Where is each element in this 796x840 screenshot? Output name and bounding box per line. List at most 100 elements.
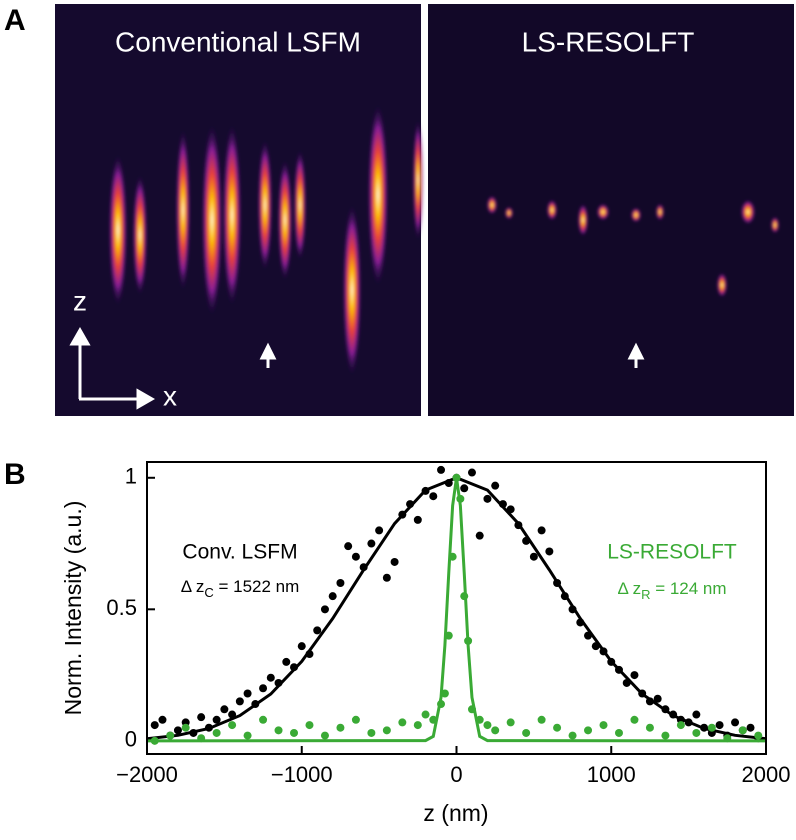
axis-arrows — [69, 326, 645, 410]
y-tick-label: 1 — [125, 464, 137, 489]
x-axis-title: z (nm) — [423, 800, 488, 826]
data-point — [506, 718, 515, 727]
data-point — [630, 715, 639, 724]
data-point — [413, 515, 422, 524]
data-point — [568, 731, 577, 740]
data-point — [491, 726, 500, 735]
fluorescence-spot — [771, 217, 779, 233]
data-point — [266, 673, 275, 682]
data-point — [336, 723, 345, 732]
fluorescence-streak — [133, 175, 147, 295]
fluorescence-streak — [176, 130, 190, 290]
fluorescence-streak — [202, 125, 222, 315]
data-point — [181, 723, 190, 732]
data-point — [274, 726, 283, 735]
fluorescence-spot — [717, 273, 727, 297]
data-point — [382, 573, 391, 582]
data-point — [290, 728, 299, 737]
panel-label: A — [4, 4, 26, 37]
data-point — [243, 731, 252, 740]
data-point — [197, 713, 206, 722]
fluorescence-spot — [741, 200, 755, 224]
image-right — [428, 4, 794, 416]
data-point — [212, 715, 221, 724]
image-title: Conventional LSFM — [115, 26, 361, 57]
data-point — [475, 531, 484, 540]
data-point — [344, 542, 353, 551]
data-point — [421, 710, 430, 719]
data-point — [320, 731, 329, 740]
annotation-part: Δ z — [617, 579, 641, 598]
data-point — [653, 694, 662, 703]
data-point — [313, 626, 322, 635]
data-point — [398, 718, 407, 727]
fluorescence-spot — [487, 196, 497, 214]
data-point — [599, 721, 608, 730]
series-label: LS-RESOLFT — [607, 541, 737, 564]
fluorescence-streak — [223, 125, 241, 305]
data-point — [320, 605, 329, 614]
data-point — [738, 726, 747, 735]
data-point — [715, 721, 724, 730]
fluorescence-spot — [505, 207, 513, 219]
data-point — [243, 689, 252, 698]
data-point — [166, 731, 175, 740]
annotation-part: = 1522 nm — [214, 577, 300, 596]
data-point — [150, 721, 159, 730]
panel-label: B — [4, 458, 26, 491]
data-point — [545, 547, 554, 556]
series-label: Conv. LSFM — [182, 541, 297, 564]
fluorescence-streak — [413, 120, 423, 240]
data-point — [212, 728, 221, 737]
y-axis-title: Norm. Intensity (a.u.) — [60, 501, 86, 716]
data-point — [553, 723, 562, 732]
fluorescence-streak — [294, 150, 306, 260]
data-point — [692, 728, 701, 737]
data-point — [158, 715, 167, 724]
data-point — [259, 715, 268, 724]
data-point — [614, 728, 623, 737]
data-point — [382, 726, 391, 735]
data-point — [692, 710, 701, 719]
x-tick-label: −2000 — [116, 762, 178, 787]
data-point — [645, 723, 654, 732]
data-point — [328, 592, 337, 601]
data-point — [220, 705, 229, 714]
fluorescence-spot — [656, 204, 664, 220]
data-point — [529, 552, 538, 561]
data-point — [754, 731, 763, 740]
data-point — [731, 718, 740, 727]
data-point — [351, 552, 360, 561]
fluorescence-spot — [597, 204, 609, 220]
data-point — [173, 726, 182, 735]
fluorescence-spot — [631, 208, 641, 222]
data-point — [351, 715, 360, 724]
x-tick-label: −1000 — [271, 762, 333, 787]
data-point — [228, 721, 237, 730]
fluorescence-streak — [258, 140, 272, 270]
data-point — [460, 484, 469, 493]
data-point — [282, 657, 291, 666]
fluorescence-streak — [278, 160, 292, 280]
axis-letter: z — [73, 285, 87, 316]
annotation-part: Δ z — [181, 577, 205, 596]
data-point — [707, 723, 716, 732]
fluorescence-streak — [368, 105, 388, 285]
annotation-part: = 124 nm — [650, 579, 726, 598]
annotation-part: C — [204, 585, 213, 600]
fluorescence-spot — [578, 204, 588, 236]
data-point — [746, 723, 755, 732]
fit-curve — [146, 477, 767, 743]
y-tick-label: 0 — [125, 727, 137, 752]
data-point — [429, 492, 438, 501]
data-point — [367, 539, 376, 548]
data-point — [305, 721, 314, 730]
width-annotation: Δ zR = 124 nm — [617, 579, 726, 602]
image-title: LS-RESOLFT — [522, 26, 695, 57]
data-point — [537, 715, 546, 724]
data-point — [259, 684, 268, 693]
data-point — [491, 481, 500, 490]
data-point — [537, 526, 546, 535]
data-point — [390, 557, 399, 566]
